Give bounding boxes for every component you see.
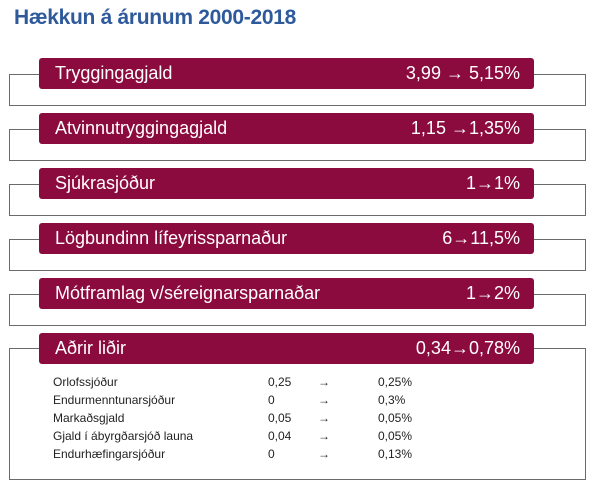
item-value: 1→1% xyxy=(465,173,520,193)
item-bar: Aðrir liðir 0,34→0,78% xyxy=(39,333,534,364)
item-bar: Tryggingagjald 3,99 → 5,15% xyxy=(39,58,534,89)
subitem-name: Endurmenntunarsjóður xyxy=(53,393,176,407)
item-value: 1,15 →1,35% xyxy=(410,118,520,138)
subitem-to: 0,3% xyxy=(378,393,406,407)
subitem-arrow: → xyxy=(318,375,330,389)
item-bar: Mótframlag v/séreignarsparnaðar 1→2% xyxy=(39,278,534,309)
item-label: Atvinnutryggingagjald xyxy=(55,118,228,138)
item-label: Tryggingagjald xyxy=(55,63,173,83)
subitem-arrow: → xyxy=(318,411,330,425)
subitem-to: 0,05% xyxy=(378,429,413,443)
item-label: Aðrir liðir xyxy=(55,338,127,358)
item-bar: Sjúkrasjóður 1→1% xyxy=(39,168,534,199)
item-label: Mótframlag v/séreignarsparnaðar xyxy=(55,283,321,303)
subitem-from: 0 xyxy=(268,447,275,461)
subitem-from: 0 xyxy=(268,393,275,407)
page-title: Hækkun á árunum 2000-2018 xyxy=(14,6,296,29)
item-label: Lögbundinn lífeyrissparnaður xyxy=(55,228,288,248)
subitem-name: Endurhæfingarsjóður xyxy=(53,447,166,461)
subitem-to: 0,13% xyxy=(378,447,413,461)
subitem-arrow: → xyxy=(318,447,330,461)
subitem-name: Markaðsgjald xyxy=(53,411,125,425)
item-value: 1→2% xyxy=(465,283,520,303)
item-frame-other xyxy=(9,348,586,480)
subitem-from: 0,04 xyxy=(268,429,292,443)
item-value: 0,34→0,78% xyxy=(415,338,520,358)
subitem-arrow: → xyxy=(318,429,330,443)
subitem-arrow: → xyxy=(318,393,330,407)
item-bar: Lögbundinn lífeyrissparnaður 6→11,5% xyxy=(39,223,534,254)
item-value: 6→11,5% xyxy=(442,228,520,248)
subitem-from: 0,05 xyxy=(268,411,292,425)
subitem-from: 0,25 xyxy=(268,375,292,389)
subitem-name: Gjald í ábyrgðarsjóð launa xyxy=(53,429,194,443)
subitem-to: 0,25% xyxy=(378,375,413,389)
item-bar: Atvinnutryggingagjald 1,15 →1,35% xyxy=(39,113,534,144)
item-label: Sjúkrasjóður xyxy=(55,173,156,193)
subitem-to: 0,05% xyxy=(378,411,413,425)
subitem-name: Orlofssjóður xyxy=(53,375,118,389)
item-value: 3,99 → 5,15% xyxy=(405,63,520,83)
